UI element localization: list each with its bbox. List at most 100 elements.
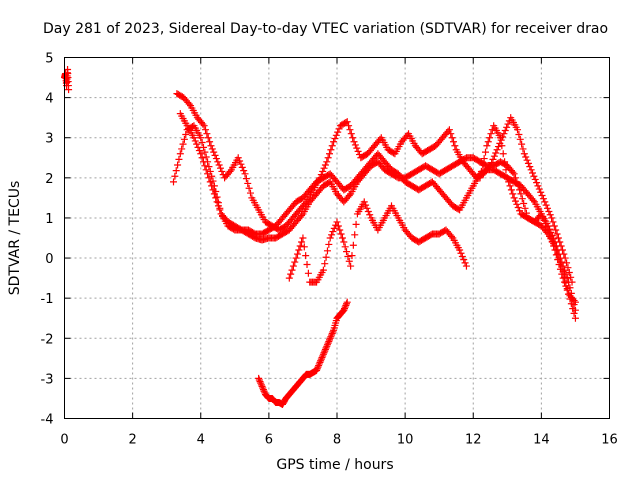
data-point	[524, 159, 532, 167]
data-point	[332, 131, 340, 139]
data-point	[241, 170, 249, 178]
data-point	[451, 142, 459, 150]
data-point	[492, 149, 500, 157]
data-point	[531, 175, 539, 183]
data-point	[242, 175, 250, 183]
data-point	[237, 160, 245, 168]
data-point	[326, 234, 334, 242]
data-point	[511, 197, 519, 205]
data-point	[520, 150, 528, 158]
data-point	[549, 218, 557, 226]
data-point	[199, 120, 207, 128]
data-point	[330, 224, 338, 232]
y-tick-label: 5	[45, 52, 53, 67]
data-point	[513, 200, 521, 208]
data-point	[300, 243, 308, 251]
data-point	[510, 170, 518, 178]
data-point	[571, 298, 579, 306]
data-point	[321, 161, 329, 169]
data-point	[562, 282, 570, 290]
data-point	[543, 223, 551, 231]
data-point	[346, 126, 354, 134]
y-tick-label: -4	[41, 413, 54, 428]
x-tick-label: 10	[397, 433, 414, 448]
data-point	[321, 347, 329, 355]
data-point	[292, 254, 300, 262]
data-point	[304, 269, 312, 277]
data-point	[351, 141, 359, 149]
data-point	[178, 145, 186, 153]
data-point	[255, 374, 263, 382]
data-point	[298, 238, 306, 246]
data-point	[477, 167, 485, 175]
data-point	[461, 259, 469, 267]
data-point	[458, 252, 466, 260]
data-point	[514, 126, 522, 134]
data-point	[259, 386, 267, 394]
y-axis-label: SDTVAR / TECUs	[7, 181, 23, 296]
data-point	[340, 306, 348, 314]
data-point	[289, 262, 297, 270]
data-point	[259, 384, 267, 392]
data-point	[503, 174, 511, 182]
data-point	[209, 186, 217, 194]
data-point	[206, 178, 214, 186]
x-tick-labels: 0 2 4 6 8 10 12 14 16	[60, 433, 617, 448]
data-point	[324, 154, 332, 162]
y-tick-label: 3	[45, 132, 53, 147]
data-point	[462, 262, 470, 270]
data-point	[205, 174, 213, 182]
x-tick-label: 0	[60, 433, 68, 448]
data-point	[547, 234, 555, 242]
x-tick-label: 12	[465, 433, 482, 448]
data-point	[316, 358, 324, 366]
data-point	[238, 163, 246, 171]
data-point	[530, 172, 538, 180]
plot-frame	[64, 57, 610, 419]
data-point	[571, 314, 579, 322]
data-point	[321, 260, 329, 268]
data-point	[544, 226, 552, 234]
data-point	[191, 137, 199, 145]
data-point	[487, 130, 495, 138]
data-point	[554, 256, 562, 264]
data-point	[510, 194, 518, 202]
data-point	[559, 274, 567, 282]
data-point	[343, 298, 351, 306]
data-point	[550, 242, 558, 250]
data-point	[561, 266, 569, 274]
y-tick-label: -3	[41, 372, 54, 387]
data-point	[170, 178, 177, 186]
data-point	[570, 297, 578, 305]
data-point	[337, 230, 345, 238]
data-point	[217, 164, 225, 172]
data-point	[343, 300, 351, 308]
data-point	[521, 204, 529, 212]
data-point	[200, 122, 208, 130]
data-point	[288, 266, 296, 274]
data-point	[257, 379, 265, 387]
data-point	[215, 161, 223, 169]
data-point	[347, 130, 355, 138]
data-point	[522, 153, 530, 161]
grid	[64, 57, 610, 419]
data-point	[541, 198, 549, 206]
data-point	[315, 362, 323, 370]
data-point	[499, 150, 507, 158]
data-point	[202, 126, 210, 134]
data-point	[240, 167, 248, 175]
data-point	[340, 238, 348, 246]
data-point	[551, 246, 559, 254]
data-point	[476, 174, 484, 182]
data-point	[203, 130, 211, 138]
data-point	[548, 214, 556, 222]
data-point	[539, 195, 547, 203]
data-point	[523, 156, 531, 164]
data-point	[565, 268, 573, 276]
data-point	[486, 134, 494, 142]
data-point	[329, 328, 337, 336]
data-point	[322, 344, 330, 352]
data-point	[360, 198, 368, 206]
data-point	[199, 158, 207, 166]
data-point	[327, 146, 335, 154]
